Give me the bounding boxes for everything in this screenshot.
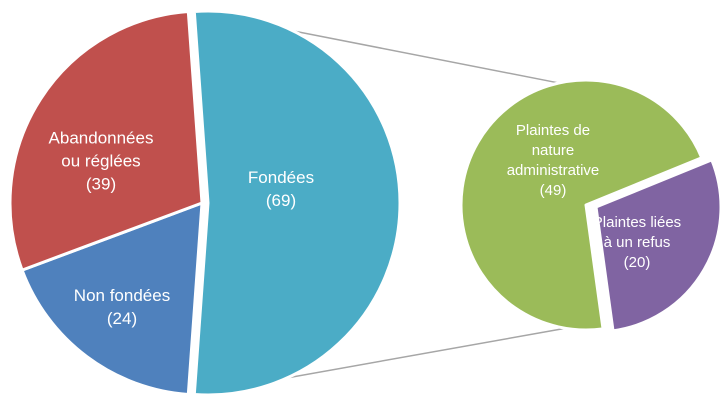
slice-plaintes-liees-a-un-refus bbox=[594, 158, 720, 333]
label-fondees: Fondées (69) bbox=[248, 168, 314, 210]
slice-non-fondees bbox=[20, 201, 204, 397]
label-plaintes-liees-a-un-refus: Plaintes liées à un refus (20) bbox=[593, 214, 681, 271]
label-abandonnees-ou-reglees: Abandonnées ou réglées (39) bbox=[49, 128, 154, 193]
main-pie bbox=[8, 9, 402, 397]
slice-fondees bbox=[192, 9, 402, 397]
slice-plaintes-de-nature-administrative bbox=[459, 78, 704, 332]
label-plaintes-de-nature-administrative: Plaintes de nature administrative (49) bbox=[507, 122, 600, 199]
slice-abandonnees-ou-reglees bbox=[8, 9, 204, 272]
secondary-pie bbox=[459, 78, 720, 333]
slice-labels: Fondées (69) Non fondées (24) Abandonnées ou … bbox=[49, 122, 682, 328]
label-non-fondees: Non fondées (24) bbox=[74, 286, 170, 328]
